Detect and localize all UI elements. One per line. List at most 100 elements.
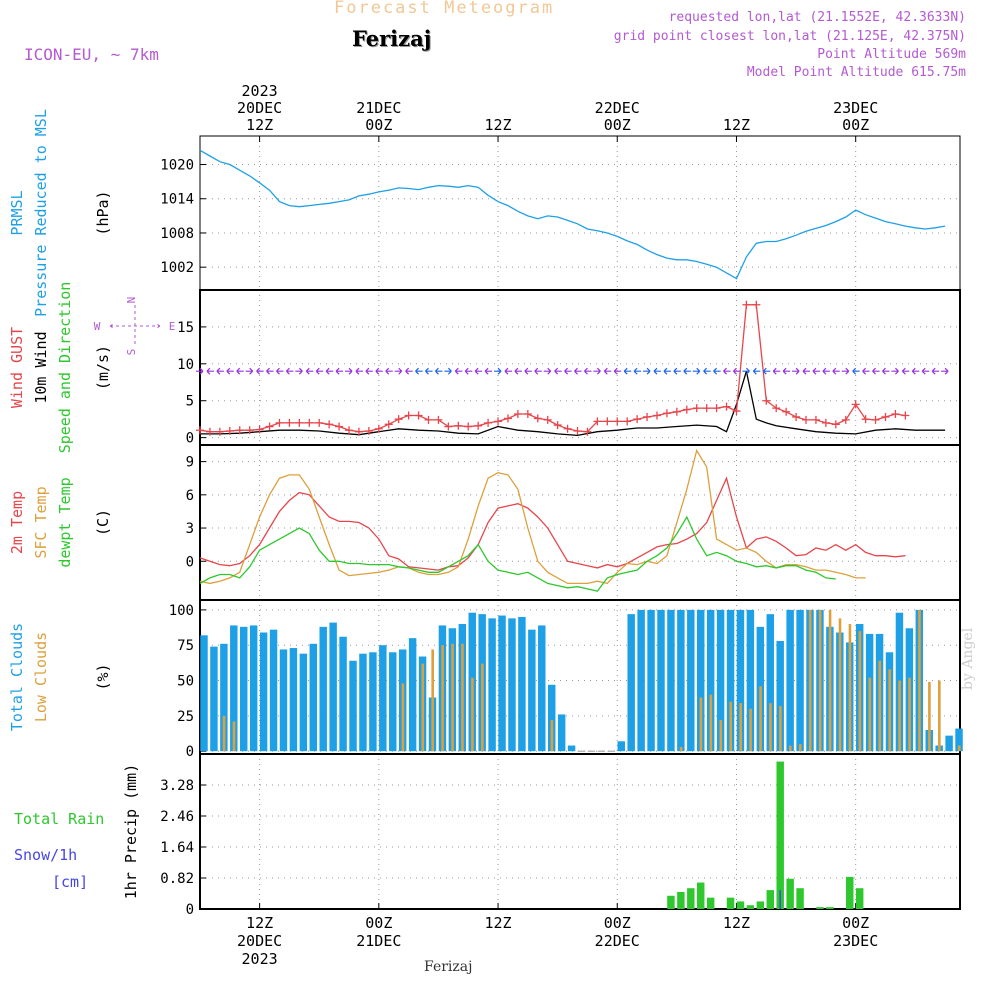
low-cloud-bar <box>828 609 832 752</box>
y-tick-label: 0 <box>186 431 194 447</box>
wind-gust-marker <box>553 421 562 430</box>
wind-gust-marker <box>543 415 552 424</box>
wind-direction-arrow <box>663 367 671 375</box>
bottom-time-label: 21DEC <box>356 932 401 950</box>
total-cloud-bar <box>637 609 645 752</box>
total-cloud-bar <box>776 640 784 752</box>
panel-label: Speed and Direction <box>56 282 74 454</box>
wind-direction-arrow <box>236 367 244 375</box>
wind-gust-marker <box>891 410 900 418</box>
low-cloud-bar <box>471 677 474 752</box>
wind-direction-arrow <box>673 367 681 375</box>
wind-gust-marker <box>374 424 383 433</box>
compass-south: S <box>125 349 138 356</box>
wind-direction-arrow <box>514 367 522 375</box>
panel-label: SFC Temp <box>32 486 50 558</box>
wind-direction-arrow <box>564 367 572 375</box>
wind-direction-arrow <box>633 367 642 375</box>
total-cloud-bar <box>230 625 238 752</box>
wind-gust-marker <box>325 420 334 429</box>
wind-direction-arrow <box>494 367 502 375</box>
total-cloud-bar <box>528 629 536 752</box>
wind-direction-arrow <box>245 367 254 375</box>
wind-direction-arrow <box>733 367 741 375</box>
wind-gust-marker <box>394 415 403 424</box>
y-tick-label: 0 <box>186 744 194 760</box>
low-cloud-bar <box>719 720 723 752</box>
y-tick-label: 15 <box>177 320 194 336</box>
total-cloud-bar <box>746 609 755 752</box>
total-cloud-bar <box>706 609 715 752</box>
panel-label: Total Clouds <box>8 623 26 731</box>
low-cloud-bar <box>878 660 882 752</box>
total-cloud-bar <box>567 745 576 752</box>
panel-label: Total Rain <box>14 810 104 828</box>
total-cloud-bar <box>647 609 655 752</box>
rain-bar <box>726 897 735 909</box>
wind-direction-arrow <box>872 367 880 375</box>
y-tick-label: 3.28 <box>160 778 194 794</box>
panel-unit: (C) <box>94 509 112 536</box>
y-tick-label: 9 <box>186 455 194 471</box>
wind-direction-arrow <box>435 367 443 375</box>
rain-bar <box>756 901 765 909</box>
wind-gust-marker <box>295 418 304 427</box>
wind-direction-arrow <box>285 367 294 375</box>
footer-location: Ferizaj <box>424 959 473 975</box>
total-cloud-bar <box>677 609 685 752</box>
top-time-label: 22DEC <box>595 99 640 117</box>
temp-dewpt-line <box>199 515 836 592</box>
y-tick-label: 1.64 <box>160 840 194 856</box>
wind-gust-marker <box>275 418 284 427</box>
rain-bar <box>687 888 695 909</box>
total-cloud-bar <box>766 614 774 752</box>
temp-sfc-line <box>199 448 866 585</box>
wind-gust-marker <box>533 414 542 423</box>
total-cloud-bar <box>955 728 963 752</box>
wind-gust-marker <box>255 425 264 434</box>
y-tick-label: 1002 <box>160 260 194 276</box>
wind-gust-marker <box>285 418 294 427</box>
top-time-label: 00Z <box>842 116 869 134</box>
wind-gust-marker <box>474 421 483 430</box>
low-cloud-bar <box>441 645 444 752</box>
wind-direction-arrow <box>703 367 711 375</box>
wind-direction-arrow <box>603 367 612 375</box>
rain-bar <box>746 905 755 909</box>
panel-wind: 0 5 10 15 Wind GUST 10m Wind Speed and Directi… <box>8 282 961 454</box>
low-cloud-bar <box>928 681 931 752</box>
rain-bar <box>736 901 745 909</box>
wind-gust-marker <box>861 415 870 424</box>
wind-gust-marker <box>652 411 661 420</box>
y-tick-label: 0 <box>186 554 194 570</box>
wind-gust-marker <box>444 422 453 431</box>
wind-gust-marker <box>881 412 890 421</box>
wind-direction-arrow <box>454 367 463 375</box>
panel-frame <box>199 753 961 910</box>
wind-direction-arrow <box>405 367 413 375</box>
low-cloud-bar <box>421 663 425 752</box>
panel-label: Pressure Reduced to MSL <box>32 109 50 317</box>
wind-gust-marker <box>205 427 214 436</box>
total-cloud-bar <box>289 648 298 752</box>
wind-direction-arrow <box>365 367 373 375</box>
wind-direction-arrow <box>772 367 781 375</box>
total-cloud-bar <box>796 609 804 752</box>
wind-direction-arrow <box>534 367 542 375</box>
total-cloud-bar <box>299 653 308 752</box>
wind-gust-marker <box>871 415 880 424</box>
total-cloud-bar <box>210 646 218 752</box>
panel-label: dewpt Temp <box>56 477 74 567</box>
rain-bar <box>826 907 834 909</box>
wind-gust-marker <box>414 411 423 420</box>
top-time-label: 00Z <box>365 116 392 134</box>
y-tick-label: 75 <box>177 638 194 654</box>
wind-gust-marker <box>454 421 463 430</box>
top-time-label: 23DEC <box>833 99 878 117</box>
total-cloud-bar <box>329 622 337 752</box>
low-cloud-bar <box>739 703 742 752</box>
total-cloud-bar <box>279 649 288 752</box>
wind-direction-arrow <box>415 367 423 375</box>
panel-precip: 0 0.82 1.64 2.46 3.28 Total Rain Snow/1h [cm] 1h… <box>14 753 961 918</box>
top-time-label: 12Z <box>484 116 511 134</box>
